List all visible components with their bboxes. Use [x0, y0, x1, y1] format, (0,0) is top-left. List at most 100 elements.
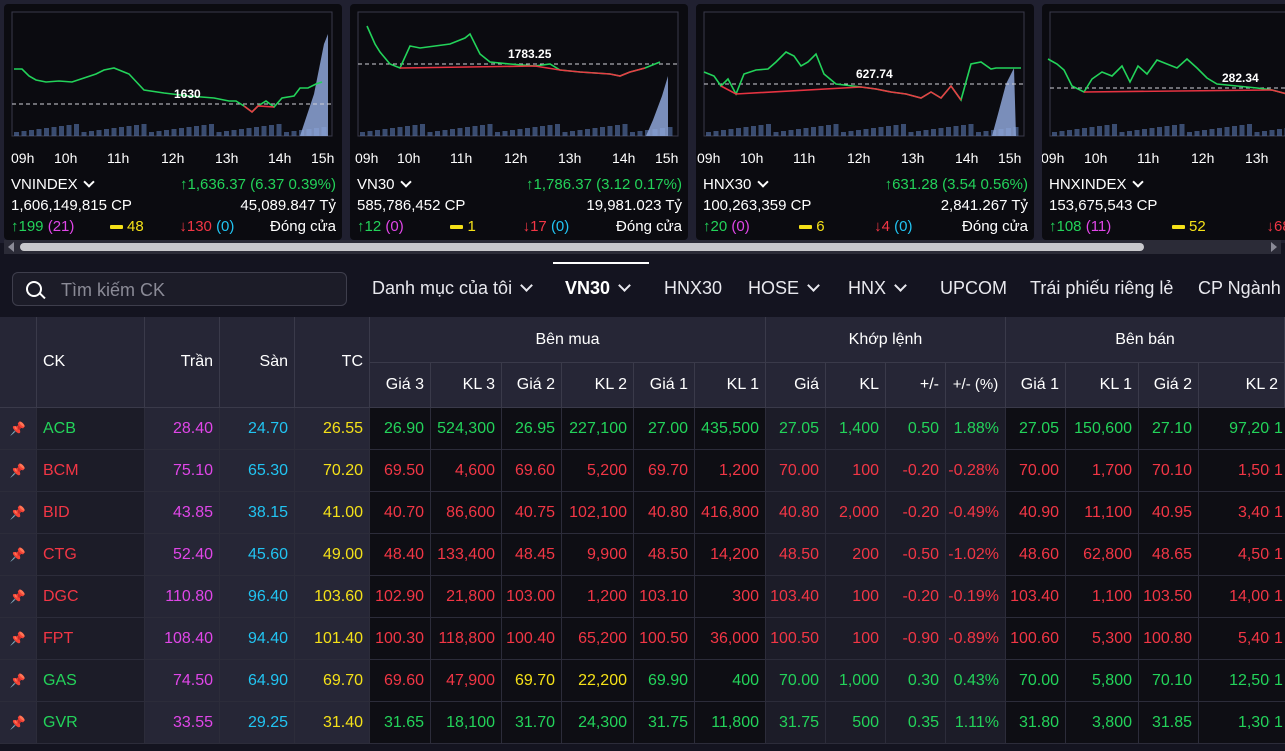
pin-icon[interactable]: 📌 — [0, 492, 37, 534]
subheader-col-6[interactable]: Giá — [766, 363, 826, 408]
table-row[interactable]: 📌 GAS 74.50 64.90 69.70 69.60 47,900 69.70 22,20… — [0, 660, 1285, 702]
tab-hnx[interactable]: HNX — [848, 278, 907, 299]
time-label: 14h — [268, 150, 292, 166]
subheader-col-10[interactable]: Giá 1 — [1006, 363, 1066, 408]
quote-cell: 416,800 — [695, 492, 766, 534]
quote-cell: 14,200 — [695, 534, 766, 576]
floor-count: (0) — [894, 218, 913, 235]
symbol-cell[interactable]: GAS — [37, 660, 145, 702]
tab-hose[interactable]: HOSE — [748, 278, 820, 299]
subheader-col-5[interactable]: KL 1 — [695, 363, 766, 408]
quote-cell-clipped: 1 — [1270, 492, 1285, 534]
subheader-col-7[interactable]: KL — [826, 363, 886, 408]
table-row[interactable]: 📌 BCM 75.10 65.30 70.20 69.50 4,600 69.60 5,200 6… — [0, 450, 1285, 492]
search-box[interactable] — [12, 272, 347, 306]
subheader-col-13[interactable]: KL 2 — [1199, 363, 1285, 408]
symbol-cell[interactable]: GVR — [37, 702, 145, 744]
subheader-col-8[interactable]: +/- — [886, 363, 946, 408]
index-cards-strip: 1630 09h 10h 11h 12h 13h 14h 15h VNINDEX ↑1,63… — [0, 0, 1285, 243]
quote-cell: -0.20 — [886, 576, 946, 618]
symbol-cell[interactable]: ACB — [37, 408, 145, 450]
tab-hnx30[interactable]: HNX30 — [664, 278, 723, 298]
subheader-col-4[interactable]: Giá 1 — [634, 363, 695, 408]
quote-cell: 26.95 — [502, 408, 562, 450]
header-tc[interactable]: TC — [295, 317, 370, 408]
cards-scrollbar[interactable] — [4, 240, 1281, 254]
table-row[interactable]: 📌 ACB 28.40 24.70 26.55 26.90 524,300 26.95 227,… — [0, 408, 1285, 450]
scroll-left-icon[interactable] — [8, 242, 14, 252]
intraday-chart: 1783.25 — [357, 11, 679, 137]
search-input[interactable] — [59, 278, 343, 302]
intraday-chart: 1630 — [11, 11, 333, 137]
advancers-count: ↑20 — [703, 218, 728, 235]
index-name[interactable]: VN30 — [357, 176, 412, 193]
quote-cell: 18,100 — [431, 702, 502, 744]
subheader-col-12[interactable]: Giá 2 — [1139, 363, 1199, 408]
header-san[interactable]: Sàn — [220, 317, 295, 408]
search-icon — [26, 281, 42, 297]
time-label: 10h — [54, 150, 78, 166]
scroll-right-icon[interactable] — [1271, 242, 1277, 252]
quote-cell: 1,000 — [826, 660, 886, 702]
chevron-down-icon — [894, 279, 907, 292]
tab-upcom[interactable]: UPCOM — [940, 278, 1007, 298]
header-ck[interactable]: CK — [37, 317, 145, 408]
quote-cell: 100.80 — [1139, 618, 1199, 660]
quote-cell: 118,800 — [431, 618, 502, 660]
tab-trái-phiếu-riêng-lẻ[interactable]: Trái phiếu riêng lẻ — [1030, 278, 1174, 298]
symbol-cell[interactable]: FPT — [37, 618, 145, 660]
subheader-col-11[interactable]: KL 1 — [1066, 363, 1139, 408]
pin-icon[interactable]: 📌 — [0, 702, 37, 744]
index-change: ↑631.28 (3.54 0.56%) — [884, 176, 1028, 193]
tab-danh-mục-của-tôi[interactable]: Danh mục của tôi — [372, 278, 533, 299]
index-name[interactable]: VNINDEX — [11, 176, 95, 193]
tab-cp-ngành[interactable]: CP Ngành — [1198, 278, 1281, 298]
subheader-col-2[interactable]: Giá 2 — [502, 363, 562, 408]
tab-vn30[interactable]: VN30 — [565, 278, 631, 299]
table-row[interactable]: 📌 DGC 110.80 96.40 103.60 102.90 21,800 103.00 1… — [0, 576, 1285, 618]
index-card-vn30[interactable]: 1783.25 09h 10h 11h 12h 13h 14h 15h VN30 ↑1,78… — [350, 4, 688, 240]
symbol-cell[interactable]: BID — [37, 492, 145, 534]
subheader-col-3[interactable]: KL 2 — [562, 363, 634, 408]
quote-cell: 24,300 — [562, 702, 634, 744]
symbol-cell[interactable]: BCM — [37, 450, 145, 492]
pin-icon[interactable]: 📌 — [0, 408, 37, 450]
time-label: 15h — [655, 150, 679, 166]
floor-price: 64.90 — [220, 660, 295, 702]
reference-price: 101.40 — [295, 618, 370, 660]
quote-cell: 48.65 — [1139, 534, 1199, 576]
subheader-col-9[interactable]: +/- (%) — [946, 363, 1006, 408]
table-row[interactable]: 📌 FPT 108.40 94.40 101.40 100.30 118,800 100.40… — [0, 618, 1285, 660]
table-row[interactable]: 📌 CTG 52.40 45.60 49.00 48.40 133,400 48.45 9,90… — [0, 534, 1285, 576]
pin-icon[interactable]: 📌 — [0, 576, 37, 618]
time-label: 14h — [612, 150, 636, 166]
pin-icon[interactable]: 📌 — [0, 660, 37, 702]
reference-price: 70.20 — [295, 450, 370, 492]
index-name[interactable]: HNXINDEX — [1049, 176, 1144, 193]
index-volume: 153,675,543 CP — [1049, 197, 1158, 214]
symbol-cell[interactable]: DGC — [37, 576, 145, 618]
symbol-cell[interactable]: CTG — [37, 534, 145, 576]
index-card-vnindex[interactable]: 1630 09h 10h 11h 12h 13h 14h 15h VNINDEX ↑1,63… — [4, 4, 342, 240]
pin-icon[interactable]: 📌 — [0, 534, 37, 576]
quote-cell: 40.90 — [1006, 492, 1066, 534]
quote-cell: 1,400 — [826, 408, 886, 450]
index-name[interactable]: HNX30 — [703, 176, 769, 193]
header-tran[interactable]: Trần — [145, 317, 220, 408]
quote-cell: 133,400 — [431, 534, 502, 576]
subheader-col-0[interactable]: Giá 3 — [370, 363, 431, 408]
pin-icon[interactable]: 📌 — [0, 450, 37, 492]
scrollbar-thumb[interactable] — [20, 243, 1144, 251]
chevron-down-icon — [807, 279, 820, 292]
index-card-hnx30[interactable]: 627.74 09h 10h 11h 12h 13h 14h 15h HNX30 ↑631.… — [696, 4, 1034, 240]
chart-frame — [1049, 11, 1285, 137]
table-row[interactable]: 📌 BID 43.85 38.15 41.00 40.70 86,600 40.75 102,1… — [0, 492, 1285, 534]
quote-cell: -0.89% — [946, 618, 1006, 660]
subheader-col-1[interactable]: KL 3 — [431, 363, 502, 408]
index-value: 2,841.267 Tỷ — [940, 197, 1028, 214]
pin-icon[interactable]: 📌 — [0, 618, 37, 660]
table-row[interactable]: 📌 GVR 33.55 29.25 31.40 31.65 18,100 31.70 24,30… — [0, 702, 1285, 744]
volume-bars — [1052, 124, 1285, 136]
reference-price: 103.60 — [295, 576, 370, 618]
